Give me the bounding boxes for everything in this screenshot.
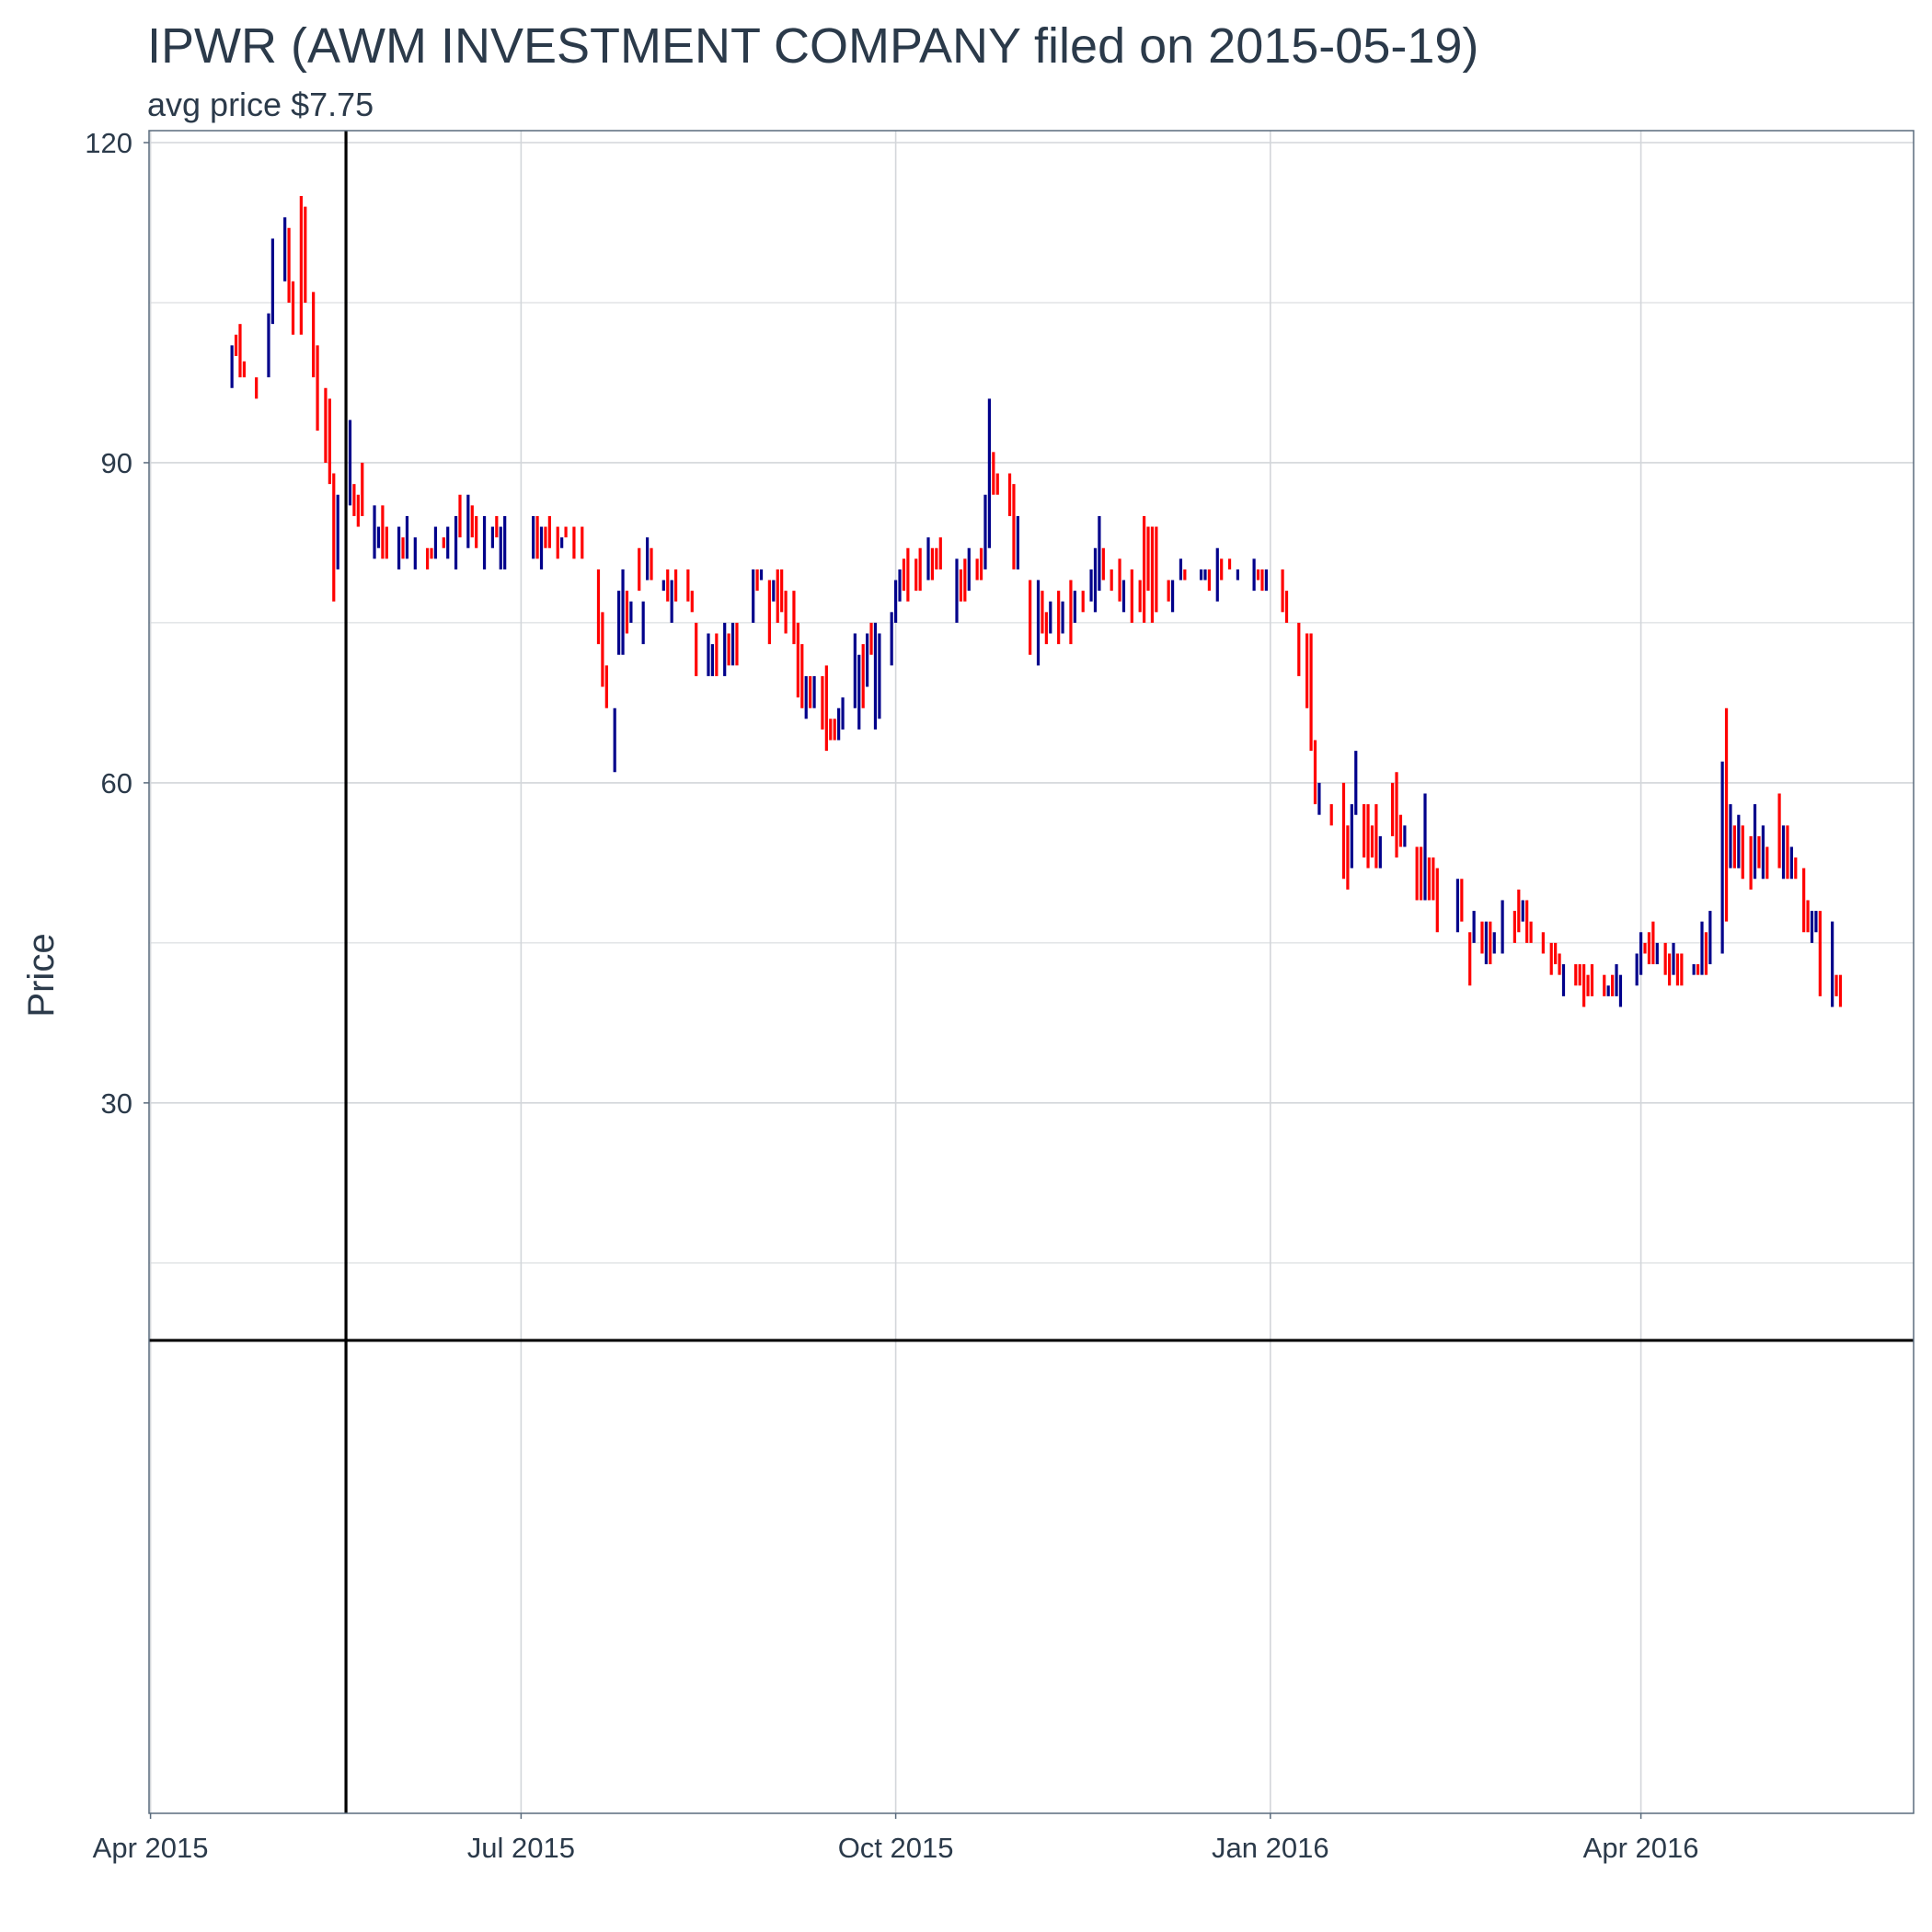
- y-axis-title: Price: [21, 933, 62, 1017]
- y-tick-label: 60: [101, 767, 132, 799]
- chart-title: IPWR (AWM INVESTMENT COMPANY filed on 20…: [147, 18, 1478, 74]
- y-axis-ticks: 30 60 90 120: [85, 127, 149, 1120]
- y-tick-label: 90: [101, 447, 132, 479]
- x-tick-label: Apr 2016: [1583, 1832, 1699, 1864]
- chart-subtitle: avg price $7.75: [147, 86, 374, 123]
- ohlc-bars: [230, 195, 1843, 1007]
- plot-panel-border: [148, 130, 1915, 1814]
- x-tick-label: Jan 2016: [1212, 1832, 1329, 1864]
- reference-lines: [149, 131, 1914, 1813]
- y-tick-label: 120: [85, 127, 132, 159]
- major-gridlines: [149, 131, 1914, 1813]
- x-tick-label: Apr 2015: [93, 1832, 209, 1864]
- x-tick-label: Oct 2015: [838, 1832, 954, 1864]
- x-tick-label: Jul 2015: [467, 1832, 575, 1864]
- x-axis-ticks: Apr 2015 Jul 2015 Oct 2015 Jan 2016 Apr 2016: [93, 1813, 1699, 1864]
- y-tick-label: 30: [101, 1087, 132, 1120]
